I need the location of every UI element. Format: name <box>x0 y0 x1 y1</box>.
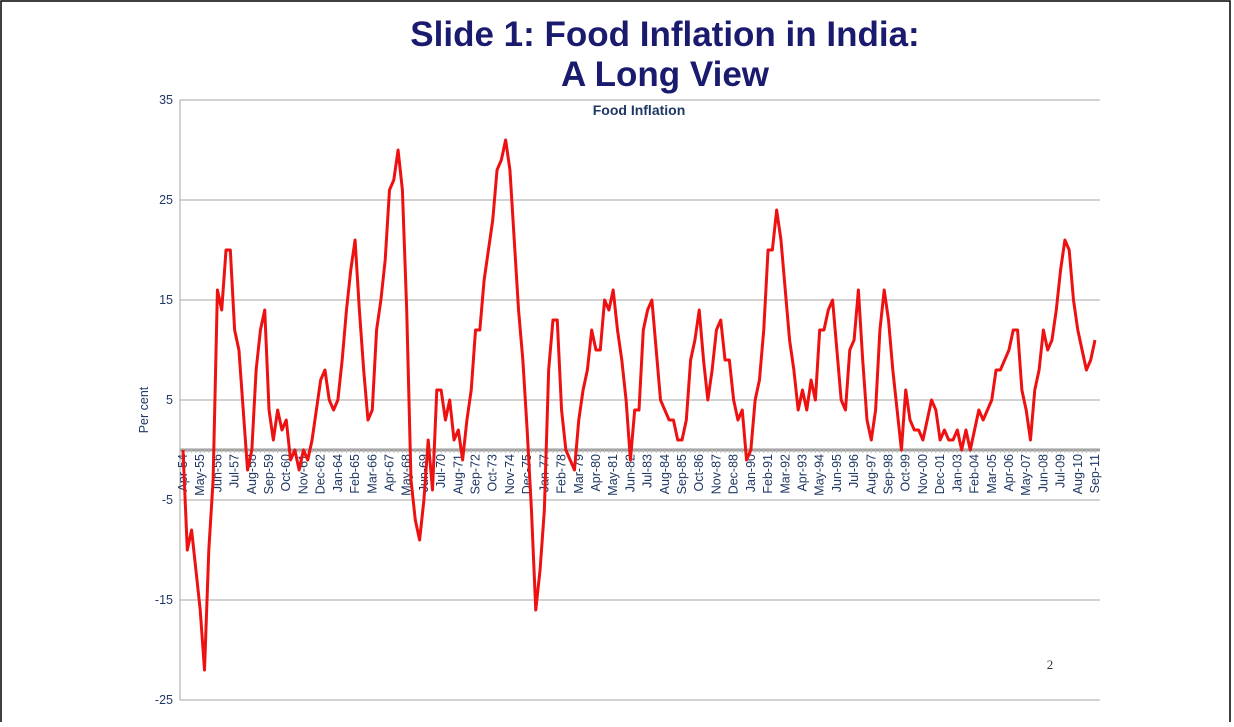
y-tick-label: 35 <box>159 93 173 107</box>
x-tick-label: May-94 <box>813 454 827 496</box>
x-tick-label: Apr-06 <box>1002 454 1016 492</box>
x-tick-label: Nov-74 <box>503 454 517 494</box>
x-tick-label: Jul-09 <box>1054 454 1068 488</box>
x-tick-label: Jul-96 <box>847 454 861 488</box>
x-tick-label: Dec-75 <box>520 454 534 494</box>
x-tick-label: Feb-78 <box>555 454 569 494</box>
x-tick-label: Nov-00 <box>916 454 930 494</box>
x-tick-label: Nov-87 <box>709 454 723 494</box>
x-tick-label: Jun-82 <box>623 454 637 492</box>
x-tick-label: Oct-60 <box>279 454 293 492</box>
x-tick-label: Dec-62 <box>314 454 328 494</box>
x-tick-label: Sep-98 <box>882 454 896 494</box>
x-tick-label: Aug-10 <box>1071 454 1085 494</box>
x-tick-label: Mar-92 <box>778 454 792 494</box>
x-tick-label: Dec-88 <box>727 454 741 494</box>
x-tick-label: Jul-83 <box>641 454 655 488</box>
x-tick-label: Jun-95 <box>830 454 844 492</box>
x-tick-label: Aug-97 <box>864 454 878 494</box>
x-tick-label: Sep-11 <box>1088 454 1102 493</box>
slide-title-line2: A Long View <box>561 55 770 94</box>
x-tick-label: Jan-64 <box>331 454 345 492</box>
x-tick-label: Mar-66 <box>365 454 379 494</box>
x-tick-label: Feb-91 <box>761 454 775 494</box>
x-tick-label: Jul-70 <box>434 454 448 488</box>
x-tick-label: Feb-65 <box>348 454 362 494</box>
x-tick-label: Sep-59 <box>262 454 276 494</box>
x-tick-label: May-55 <box>193 454 207 496</box>
x-tick-label: Aug-71 <box>451 454 465 494</box>
y-tick-label: -25 <box>155 693 173 707</box>
chart-title: Food Inflation <box>593 102 686 118</box>
data-line <box>181 138 1097 672</box>
y-tick-label: -15 <box>155 593 173 607</box>
x-tick-label: Oct-99 <box>899 454 913 492</box>
x-tick-label: May-07 <box>1019 454 1033 496</box>
x-tick-label: Mar-05 <box>985 454 999 494</box>
x-tick-label: Dec-01 <box>933 454 947 494</box>
x-tick-label: Sep-72 <box>469 454 483 494</box>
x-tick-label: Sep-85 <box>675 454 689 494</box>
y-tick-label: 5 <box>166 393 173 407</box>
x-tick-label: Apr-93 <box>795 454 809 492</box>
y-axis-label: Per cent <box>137 386 151 433</box>
x-tick-label: Apr-67 <box>382 454 396 492</box>
x-tick-label: Jan-03 <box>950 454 964 492</box>
x-tick-label: Apr-80 <box>589 454 603 492</box>
x-tick-label: Jul-57 <box>228 454 242 488</box>
y-tick-label: 15 <box>159 293 173 307</box>
x-tick-label: Oct-73 <box>486 454 500 492</box>
page-number: 2 <box>1047 657 1054 672</box>
y-tick-label: -5 <box>162 493 173 507</box>
x-tick-label: Jun-08 <box>1036 454 1050 492</box>
x-tick-label: Feb-04 <box>968 454 982 494</box>
y-tick-label: 25 <box>159 193 173 207</box>
x-tick-label: Jan-90 <box>744 454 758 492</box>
x-tick-label: May-81 <box>606 454 620 496</box>
x-tick-label: Oct-86 <box>692 454 706 492</box>
x-tick-label: Aug-84 <box>658 454 672 494</box>
slide-title: Slide 1: Food Inflation in India: <box>410 15 919 54</box>
